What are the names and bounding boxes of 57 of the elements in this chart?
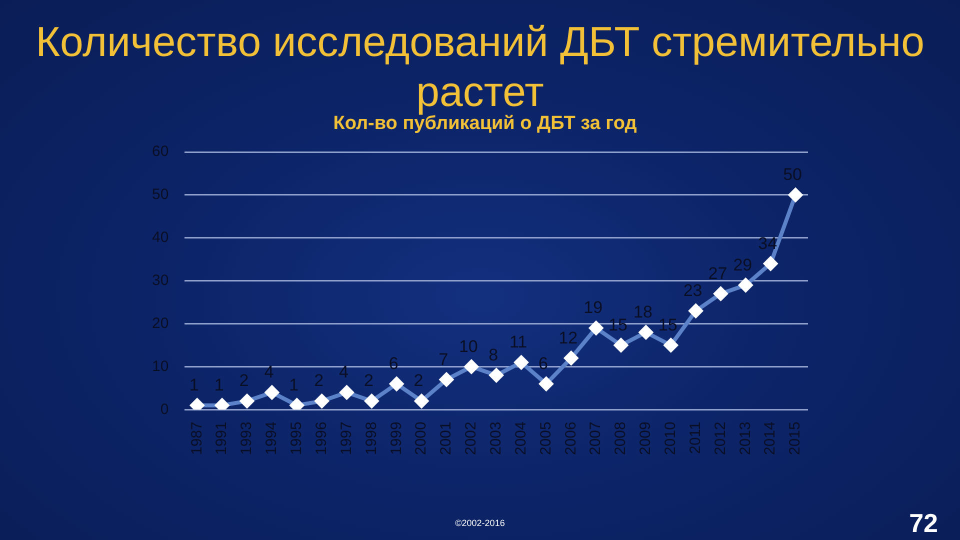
x-tick-label: 1998 [362, 422, 380, 456]
data-label: 27 [708, 264, 728, 283]
x-tick-label: 1993 [238, 422, 256, 456]
y-tick-label: 50 [152, 186, 169, 204]
y-tick-label: 10 [152, 358, 169, 375]
data-label: 7 [438, 350, 448, 369]
x-tick-label: 2005 [537, 422, 554, 456]
text: ©2002-2016 [455, 518, 505, 528]
y-tick-label: 40 [152, 229, 169, 246]
data-label: 34 [758, 234, 778, 253]
data-label: 11 [509, 332, 528, 352]
data-label: 19 [584, 298, 603, 318]
chart-subtitle: Кол-во публикаций о ДБТ за год [332, 113, 638, 135]
x-tick-label: 2004 [512, 422, 530, 456]
data-label: 8 [488, 345, 498, 364]
data-label: 2 [314, 371, 324, 390]
data-label: 2 [364, 371, 374, 390]
y-tick-label: 30 [152, 272, 169, 289]
x-tick-label: 1995 [288, 422, 306, 456]
x-tick-label: 1987 [188, 422, 206, 456]
data-label: 2 [414, 371, 424, 390]
data-label: 4 [264, 362, 274, 382]
data-label: 1 [189, 376, 199, 395]
data-label: 23 [683, 281, 702, 300]
x-tick-label: 2006 [562, 422, 580, 456]
data-label: 10 [458, 336, 478, 356]
data-label: 1 [214, 376, 224, 395]
x-tick-label: 2012 [712, 422, 729, 456]
x-tick-label: 1994 [263, 422, 280, 456]
x-tick-label: 1999 [388, 422, 405, 456]
x-tick-label: 2013 [736, 422, 754, 456]
data-label: 4 [339, 362, 348, 382]
x-tick-label: 2014 [762, 422, 779, 456]
data-label: 12 [558, 328, 578, 348]
data-label: 29 [733, 255, 752, 274]
data-label: 1 [289, 376, 299, 395]
data-label: 18 [633, 302, 652, 322]
x-tick-label: 1996 [312, 422, 330, 456]
x-tick-label: 2001 [438, 422, 455, 456]
data-label: 50 [783, 165, 802, 184]
x-tick-label: 2007 [587, 422, 604, 456]
x-tick-label: 2008 [612, 422, 630, 456]
x-tick-label: 2010 [662, 422, 680, 456]
chart-title: Количество исследований ДБТ стремительно растет [34, 17, 926, 115]
x-tick-label: 2003 [487, 422, 504, 456]
x-tick-label: 1997 [338, 422, 355, 456]
y-tick-label: 60 [152, 143, 169, 160]
y-tick-label: 20 [152, 314, 169, 332]
x-tick-label: 2011 [686, 422, 704, 454]
x-tick-label: 1991 [213, 422, 230, 456]
x-tick-label: 2009 [637, 422, 654, 456]
x-tick-label: 2002 [462, 422, 480, 456]
data-label: 2 [239, 371, 249, 390]
text: 72 [909, 508, 938, 539]
x-tick-label: 2015 [786, 422, 804, 456]
x-tick-label: 2000 [412, 422, 430, 456]
y-tick-label: 0 [160, 400, 169, 418]
